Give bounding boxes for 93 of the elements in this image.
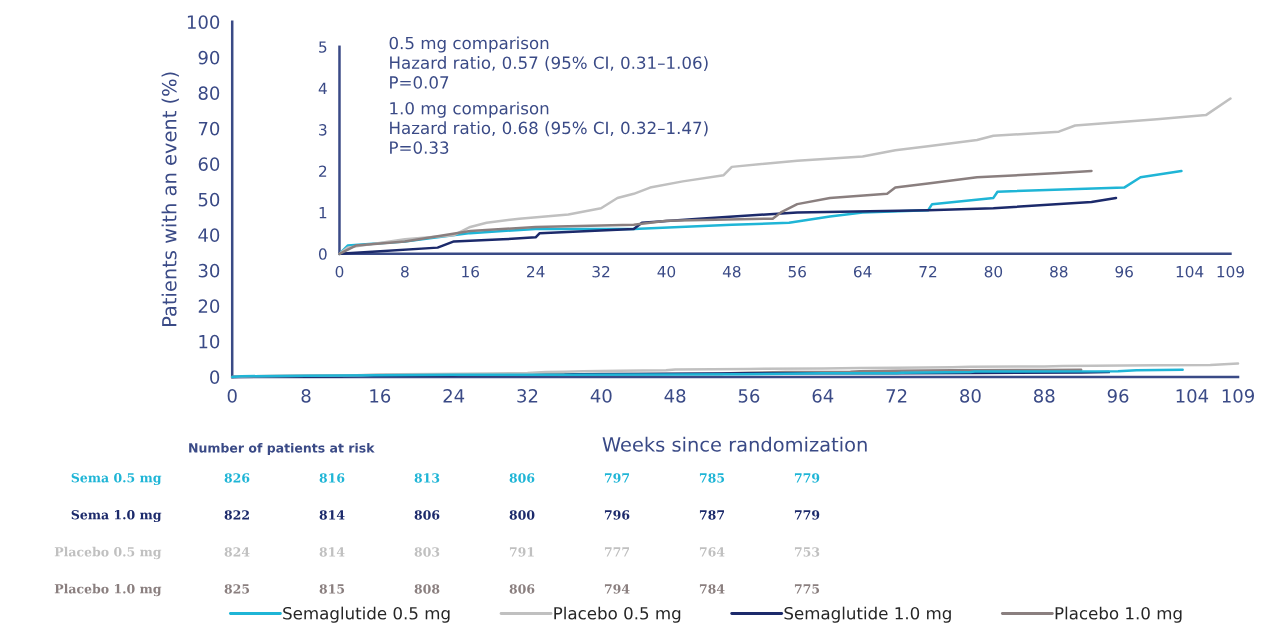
x-tick-label: 24 bbox=[443, 389, 465, 403]
annotation: 1.0 mg comparison bbox=[390, 101, 549, 118]
text: 785 bbox=[699, 473, 725, 483]
text: Placebo 1.0 mg bbox=[54, 583, 162, 597]
x-tick-label: 32 bbox=[592, 265, 610, 278]
x-tick-label: 16 bbox=[370, 389, 391, 403]
y-tick-label: 1 bbox=[319, 207, 327, 219]
text: 808 bbox=[414, 584, 440, 594]
x-tick-label: 96 bbox=[1115, 265, 1133, 278]
annotation: P=0.33 bbox=[390, 141, 449, 154]
text: 806 bbox=[414, 510, 440, 520]
line-series bbox=[338, 196, 1118, 256]
y-tick-label: 50 bbox=[198, 192, 220, 207]
x-tick-label: 104 bbox=[1176, 389, 1209, 403]
y-tick-label: 70 bbox=[198, 121, 220, 136]
text: 824 bbox=[224, 547, 250, 557]
text: 822 bbox=[224, 510, 249, 520]
text: 784 bbox=[699, 584, 725, 594]
legend-label: Placebo 1.0 mg bbox=[1055, 606, 1182, 623]
x-tick-label: 109 bbox=[1217, 265, 1244, 278]
x-tick-label: 48 bbox=[722, 265, 741, 278]
x-tick-label: 80 bbox=[984, 265, 1003, 278]
x-tick-label: 109 bbox=[1222, 389, 1254, 403]
x-tick-label: 0 bbox=[335, 265, 344, 278]
text: 816 bbox=[319, 473, 345, 483]
x-tick-label: 16 bbox=[462, 265, 480, 278]
x-tick-label: 40 bbox=[657, 265, 676, 278]
x-tick-label: 8 bbox=[401, 265, 409, 278]
x-tick-label: 32 bbox=[517, 389, 538, 403]
y-tick-label: 0 bbox=[318, 248, 327, 260]
text: 797 bbox=[604, 473, 630, 483]
text: 806 bbox=[509, 473, 535, 483]
x-tick-label: 80 bbox=[960, 389, 981, 403]
x-tick-label: 64 bbox=[853, 265, 872, 278]
text: 813 bbox=[414, 473, 440, 483]
x-tick-label: 56 bbox=[738, 389, 760, 403]
x-tick-label: 96 bbox=[1107, 389, 1129, 403]
text: 753 bbox=[794, 547, 820, 557]
text: 814 bbox=[319, 547, 345, 557]
x-axis-title: Weeks since randomization bbox=[602, 436, 867, 452]
text: Placebo 0.5 mg bbox=[54, 546, 162, 560]
y-tick-label: 40 bbox=[198, 228, 220, 242]
text: 825 bbox=[224, 584, 250, 594]
text: 779 bbox=[794, 510, 820, 520]
text: 791 bbox=[509, 547, 534, 557]
x-tick-label: 88 bbox=[1033, 389, 1055, 403]
x-tick-label: 8 bbox=[301, 389, 311, 403]
x-tick-label: 72 bbox=[919, 265, 937, 278]
y-tick-label: 3 bbox=[319, 124, 327, 136]
y-tick-label: 0 bbox=[210, 370, 220, 385]
text: Sema 1.0 mg bbox=[71, 509, 162, 523]
legend-label: Semaglutide 0.5 mg bbox=[283, 606, 450, 623]
text: 826 bbox=[224, 473, 250, 483]
x-tick-label: 56 bbox=[788, 265, 806, 278]
y-tick-label: 60 bbox=[198, 157, 220, 171]
text: 815 bbox=[319, 584, 345, 594]
text: 803 bbox=[414, 547, 440, 557]
annotation: P=0.07 bbox=[390, 76, 449, 89]
x-tick-label: 48 bbox=[664, 389, 686, 403]
text: 775 bbox=[794, 584, 820, 594]
legend-label: Semaglutide 1.0 mg bbox=[784, 606, 951, 623]
y-tick-label: 80 bbox=[198, 86, 220, 100]
legend-label: Placebo 0.5 mg bbox=[554, 606, 681, 623]
y-tick-label: 100 bbox=[187, 15, 220, 29]
x-tick-label: 0 bbox=[227, 389, 237, 403]
x-tick-label: 64 bbox=[812, 389, 834, 403]
y-axis-title: Patients with an event (%) bbox=[161, 72, 179, 326]
y-tick-label: 4 bbox=[318, 82, 327, 95]
y-tick-label: 90 bbox=[198, 50, 220, 65]
text: 777 bbox=[604, 547, 630, 557]
annotation: Hazard ratio, 0.57 (95% CI, 0.31–1.06) bbox=[390, 56, 708, 71]
annotation: Hazard ratio, 0.68 (95% CI, 0.32–1.47) bbox=[390, 121, 708, 137]
y-tick-label: 30 bbox=[198, 263, 220, 278]
x-tick-label: 40 bbox=[590, 389, 612, 403]
text: 800 bbox=[509, 510, 535, 520]
y-tick-label: 10 bbox=[199, 334, 220, 349]
y-tick-label: 20 bbox=[198, 299, 220, 313]
x-tick-label: 72 bbox=[886, 389, 907, 403]
text: 796 bbox=[604, 510, 630, 520]
text: 806 bbox=[509, 584, 535, 594]
text: 764 bbox=[699, 547, 725, 557]
y-tick-label: 2 bbox=[319, 165, 327, 177]
y-tick-label: 5 bbox=[319, 41, 327, 53]
text: 814 bbox=[319, 510, 345, 520]
text: 779 bbox=[794, 473, 820, 483]
text: Number of patients at risk bbox=[189, 442, 375, 456]
x-tick-label: 24 bbox=[527, 265, 545, 278]
text: 787 bbox=[699, 510, 725, 520]
text: 794 bbox=[604, 584, 630, 594]
text: Sema 0.5 mg bbox=[71, 472, 162, 486]
x-tick-label: 104 bbox=[1176, 265, 1204, 278]
x-tick-label: 88 bbox=[1050, 265, 1068, 278]
annotation: 0.5 mg comparison bbox=[389, 36, 549, 53]
